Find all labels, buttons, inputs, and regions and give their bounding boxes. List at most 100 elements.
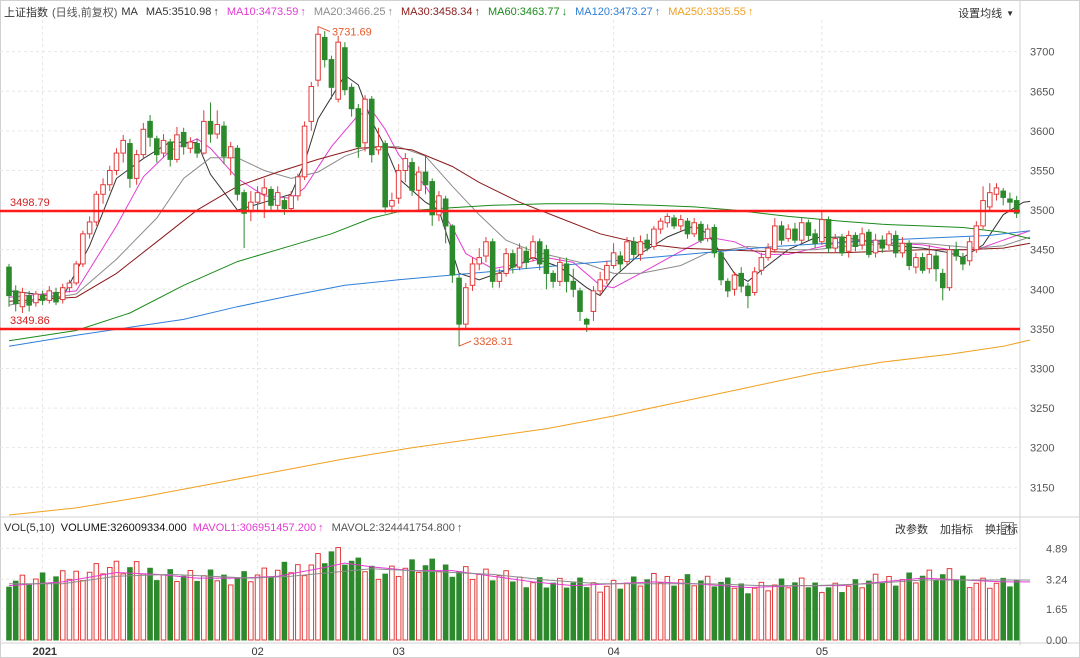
candle-body [463,287,469,325]
volume-bar [711,586,718,641]
candle-body [106,169,113,186]
volume-bar [483,568,489,641]
volume-bar [301,575,308,641]
horizontal-level-label: 3498.79 [10,197,50,209]
volume-tick-label: 1.65 [1046,604,1067,616]
candle-body [100,184,106,195]
volume-bar [926,569,933,641]
volume-bar [39,572,46,641]
volume-bar [778,578,785,641]
ma-legend-item: MA20:3466.25 [313,6,386,18]
annotation-pointer [317,26,331,33]
candle-body [630,241,637,255]
x-tick-label: 2021 [33,646,57,658]
close-icon[interactable]: × [1001,522,1014,535]
ma-settings-button[interactable]: 设置均线 ▼ [958,5,1014,21]
candle-body [315,33,321,81]
volume-bar [375,578,382,641]
add-indicator-button[interactable]: 加指标 [940,524,973,536]
volume-bar [80,580,86,641]
candle-body [563,263,570,282]
edit-params-button[interactable]: 改参数 [895,524,928,536]
candle-body [778,225,785,241]
candle-body [993,187,1000,195]
candle-body [39,295,46,301]
price-annotation: 3731.69 [332,27,372,39]
volume-bar [604,585,610,641]
x-tick-label: 04 [608,646,620,658]
candle-body [469,263,476,286]
candle-body [758,257,765,271]
candle-body [698,223,704,241]
volume-bar [207,569,214,641]
candle-body [966,241,973,262]
candle-body [328,59,335,88]
mavol1-value: MAVOL1:306951457.200 [192,522,317,534]
volume-bar [536,577,543,641]
candle-body [677,219,684,227]
x-tick-label: 03 [393,646,405,658]
candle-body [254,192,261,203]
volume-bar [960,575,966,641]
candle-body [718,252,724,281]
candle-body [274,192,281,206]
candle-body [825,219,832,249]
candle-body [751,271,758,293]
candle-body [120,139,126,154]
arrow-up-icon: ↑ [213,6,219,18]
candle-body [19,291,26,308]
volume-bar [463,566,469,641]
candle-body [725,280,731,292]
volume-bar [671,585,677,641]
volume-bar [664,575,671,641]
candle-body [241,192,247,214]
candle-body [227,146,234,159]
volume-bar [106,567,113,641]
volume-bar [489,580,496,641]
volume-bar [832,582,839,641]
volume-bar [550,582,556,641]
volume-bar [772,584,778,641]
volume-bar [241,571,247,641]
candle-body [288,195,294,209]
candle-body [154,138,160,156]
y-tick-label: 3200 [1030,443,1054,455]
candle-body [194,143,200,154]
candle-body [510,253,516,268]
volume-bar [624,582,630,641]
volume-bar [933,580,939,641]
ma-legend-bar: 上证指数 (日线,前复权) MA MA5:3510.98 ↑ MA10:3473.5… [4,2,761,22]
volume-bar [476,573,483,641]
volume-bar [617,588,624,641]
candle-body [442,198,449,227]
candle-body [187,141,194,149]
volume-bar [738,583,745,641]
volume-bar [651,573,657,641]
candle-body [953,249,959,257]
volume-bar [6,586,12,641]
candle-body [355,108,362,148]
candle-body [610,252,617,267]
volume-bar [46,582,53,641]
volume-bar [543,587,550,641]
candle-body [73,263,79,284]
volume-bar [765,590,771,641]
chevron-down-icon: ▼ [1006,8,1014,18]
volume-bar [516,576,523,641]
candle-body [624,241,630,263]
candle-body [671,217,677,227]
arrow-up-icon: ↑ [654,6,661,18]
candle-body [980,200,986,227]
volume-bar [583,587,590,641]
volume-bar [745,593,751,641]
volume-bar [630,576,637,641]
volume-bar [798,577,805,641]
candle-body [798,222,805,241]
candle-body [80,233,86,265]
y-tick-label: 3300 [1030,363,1054,375]
volume-bar [120,573,126,641]
volume-bar [530,582,536,641]
volume-bar [160,574,167,641]
volume-bar [180,575,187,641]
